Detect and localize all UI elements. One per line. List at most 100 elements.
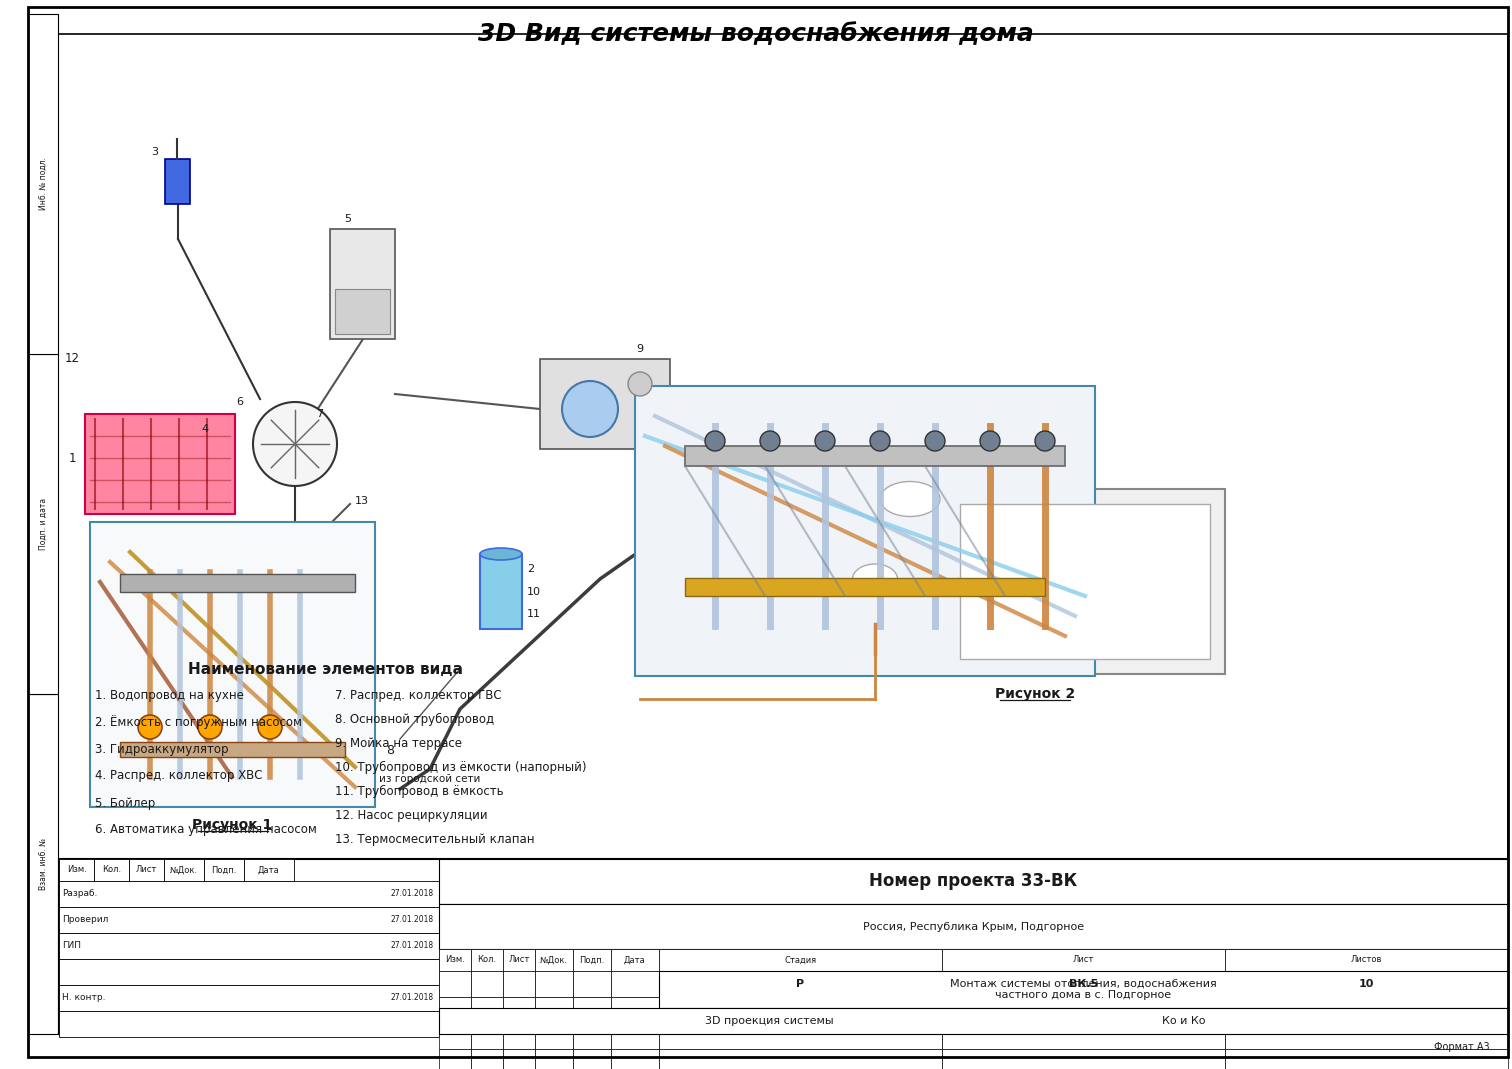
Text: 27.01.2018: 27.01.2018	[390, 993, 434, 1003]
Bar	[85, 414, 234, 514]
Text: Н. контр.: Н. контр.	[62, 993, 106, 1003]
Bar	[845, 544, 906, 624]
Bar	[438, 949, 472, 971]
Bar	[1225, 949, 1507, 971]
Bar	[472, 949, 503, 971]
Text: 12: 12	[65, 353, 80, 366]
Bar	[503, 997, 535, 1023]
Bar	[865, 464, 956, 534]
Text: 3: 3	[151, 148, 159, 157]
Bar	[29, 694, 57, 1034]
Bar	[635, 386, 1095, 676]
Bar	[204, 859, 243, 881]
Text: Рисунок 2: Рисунок 2	[995, 687, 1075, 701]
Bar	[659, 971, 942, 997]
Bar	[659, 997, 942, 1023]
Text: Изм.: Изм.	[67, 866, 86, 874]
Bar	[535, 1049, 573, 1069]
Text: Листов: Листов	[1350, 956, 1382, 964]
Ellipse shape	[479, 548, 522, 560]
Text: 5: 5	[345, 214, 351, 224]
Text: Взам. инб. №: Взам. инб. №	[38, 838, 47, 890]
Bar	[659, 949, 942, 971]
Bar	[942, 997, 1225, 1023]
Text: ВК.5: ВК.5	[1069, 979, 1098, 989]
Text: 27.01.2018: 27.01.2018	[390, 915, 434, 925]
Circle shape	[980, 431, 999, 451]
Circle shape	[259, 715, 283, 739]
Text: Подп.: Подп.	[579, 956, 605, 964]
Bar	[91, 522, 375, 807]
Text: ГИП: ГИП	[62, 942, 82, 950]
Bar	[438, 859, 1507, 904]
Bar	[119, 742, 345, 757]
Text: Формат А3: Формат А3	[1435, 1042, 1489, 1052]
Text: Ко и Ко: Ко и Ко	[1161, 1016, 1205, 1026]
Circle shape	[925, 431, 945, 451]
Bar	[438, 904, 1507, 949]
Bar	[59, 859, 1507, 1034]
Text: 3. Гидроаккумулятор: 3. Гидроаккумулятор	[95, 743, 228, 756]
Bar	[336, 289, 390, 334]
Circle shape	[198, 715, 222, 739]
Bar	[1225, 1023, 1507, 1049]
Text: 13. Термосмесительный клапан: 13. Термосмесительный клапан	[336, 833, 535, 846]
Text: 13: 13	[355, 496, 369, 506]
Bar	[163, 859, 204, 881]
Bar	[540, 359, 670, 449]
Bar	[535, 971, 573, 997]
Bar	[59, 985, 438, 1011]
Bar	[503, 949, 535, 971]
Text: Подп.: Подп.	[212, 866, 237, 874]
Bar	[659, 1023, 942, 1049]
Text: №Док.: №Док.	[540, 956, 569, 964]
Bar	[611, 971, 659, 997]
Bar	[1225, 1049, 1507, 1069]
Bar	[685, 578, 1045, 597]
Bar	[472, 971, 503, 997]
Bar	[330, 229, 395, 339]
Bar	[573, 949, 611, 971]
Bar	[573, 1049, 611, 1069]
Circle shape	[253, 402, 337, 486]
Bar	[59, 1011, 438, 1037]
Circle shape	[815, 431, 835, 451]
Text: 2: 2	[528, 564, 534, 574]
Text: Монтаж системы отопления, водоснабжения: Монтаж системы отопления, водоснабжения	[950, 979, 1217, 989]
Bar	[438, 997, 472, 1023]
Text: Стадия: Стадия	[785, 956, 816, 964]
Bar	[59, 859, 94, 881]
Bar	[573, 1023, 611, 1049]
Bar	[29, 354, 57, 694]
Bar	[659, 1049, 942, 1069]
Bar	[611, 1049, 659, 1069]
Text: 9: 9	[637, 344, 644, 354]
Text: 8: 8	[386, 744, 395, 758]
Bar	[659, 971, 1507, 1008]
Text: Рисунок 1: Рисунок 1	[192, 818, 272, 832]
Bar	[685, 446, 1064, 466]
Bar	[611, 949, 659, 971]
Text: Лист: Лист	[508, 956, 529, 964]
Circle shape	[869, 431, 891, 451]
Bar	[503, 1049, 535, 1069]
Bar	[942, 1023, 1225, 1049]
Bar	[59, 959, 438, 985]
Text: 2. Ёмкость с погружным насосом: 2. Ёмкость с погружным насосом	[95, 715, 302, 729]
Bar	[438, 1023, 472, 1049]
Bar	[942, 949, 1225, 971]
Bar	[59, 907, 438, 933]
Circle shape	[562, 381, 618, 437]
Text: 3D Вид системы водоснабжения дома: 3D Вид системы водоснабжения дома	[478, 22, 1034, 46]
Text: Наименование элементов вида: Наименование элементов вида	[187, 662, 463, 677]
Text: 7. Распред. коллектор ГВС: 7. Распред. коллектор ГВС	[336, 688, 502, 701]
Bar	[960, 503, 1210, 659]
Text: Дата: Дата	[259, 866, 280, 874]
Text: 6. Автоматика управления насосом: 6. Автоматика управления насосом	[95, 823, 318, 837]
Bar	[942, 1049, 1225, 1069]
Text: частного дома в с. Подгорное: частного дома в с. Подгорное	[995, 990, 1172, 1001]
Bar	[611, 1023, 659, 1049]
Text: 6: 6	[236, 397, 243, 407]
Bar	[611, 997, 659, 1023]
Text: Проверил: Проверил	[62, 915, 109, 925]
